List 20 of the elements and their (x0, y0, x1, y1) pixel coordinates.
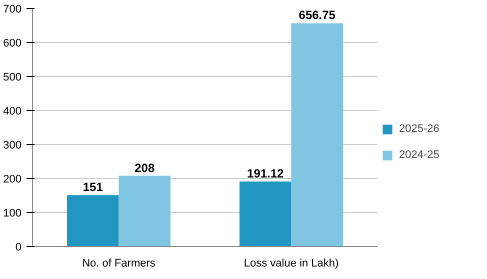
data-label: 656.75 (298, 8, 336, 22)
y-tick-label: 500 (3, 72, 22, 84)
y-tick-label: 400 (3, 106, 22, 118)
data-label: 151 (82, 180, 104, 194)
legend-label: 2025-26 (399, 123, 440, 135)
data-label: 208 (134, 160, 155, 175)
y-tick-label: 200 (3, 174, 22, 186)
bar (240, 182, 292, 246)
bar (67, 195, 119, 246)
y-tick-label: 600 (3, 38, 22, 50)
x-tick-label: No. of Farmers (82, 258, 156, 270)
y-tick-label: 100 (3, 208, 22, 220)
x-tick-label: Loss value in Lakh) (244, 258, 339, 270)
bar (118, 176, 170, 246)
data-label: 191.12 (247, 166, 284, 181)
legend-label: 2024-25 (399, 149, 440, 161)
y-tick-label: 0 (15, 242, 22, 254)
y-tick-label: 700 (3, 4, 22, 16)
y-tick-label: 300 (3, 140, 22, 152)
bar (291, 23, 343, 246)
